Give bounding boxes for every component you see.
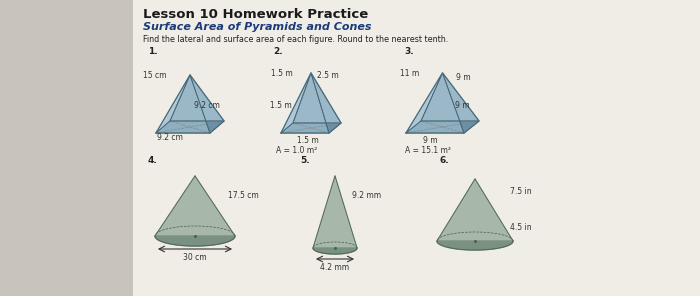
- Text: 17.5 cm: 17.5 cm: [228, 192, 259, 200]
- Text: 1.: 1.: [148, 47, 158, 56]
- Polygon shape: [406, 73, 464, 133]
- Text: 4.2 mm: 4.2 mm: [321, 263, 349, 272]
- Polygon shape: [281, 73, 329, 133]
- Text: 15 cm: 15 cm: [144, 72, 167, 81]
- Polygon shape: [421, 73, 479, 121]
- Text: Surface Area of Pyramids and Cones: Surface Area of Pyramids and Cones: [143, 22, 372, 32]
- Polygon shape: [311, 73, 341, 133]
- Text: 9.2 cm: 9.2 cm: [194, 102, 220, 110]
- Polygon shape: [190, 75, 224, 133]
- Text: 9 m: 9 m: [456, 73, 470, 83]
- Text: A = 15.1 m²: A = 15.1 m²: [405, 146, 451, 155]
- Polygon shape: [156, 75, 210, 133]
- Text: 2.: 2.: [273, 47, 283, 56]
- Text: 2.5 m: 2.5 m: [317, 72, 339, 81]
- Polygon shape: [437, 179, 513, 250]
- Bar: [133, 0, 700, 296]
- Polygon shape: [442, 73, 479, 133]
- Text: 30 cm: 30 cm: [183, 253, 206, 262]
- Polygon shape: [293, 73, 341, 123]
- Polygon shape: [155, 176, 235, 246]
- Text: 5.: 5.: [300, 156, 309, 165]
- Polygon shape: [156, 75, 190, 133]
- Polygon shape: [406, 73, 442, 133]
- Text: 4.: 4.: [148, 156, 158, 165]
- Polygon shape: [313, 248, 357, 254]
- Text: 9 m: 9 m: [423, 136, 438, 145]
- Polygon shape: [170, 75, 224, 121]
- Text: 3.: 3.: [404, 47, 414, 56]
- Polygon shape: [155, 236, 235, 246]
- Text: Find the lateral and surface area of each figure. Round to the nearest tenth.: Find the lateral and surface area of eac…: [143, 35, 448, 44]
- Polygon shape: [437, 241, 513, 250]
- Text: A = 1.0 m²: A = 1.0 m²: [276, 146, 318, 155]
- Text: 1.5 m: 1.5 m: [297, 136, 319, 145]
- Text: 9 m: 9 m: [455, 102, 469, 110]
- Text: 6.: 6.: [440, 156, 449, 165]
- Text: 9.2 cm: 9.2 cm: [157, 133, 183, 142]
- Text: 11 m: 11 m: [400, 70, 419, 78]
- Text: 9.2 mm: 9.2 mm: [352, 192, 381, 200]
- Text: 1.5 m: 1.5 m: [270, 102, 292, 110]
- Text: 1.5 m: 1.5 m: [271, 70, 293, 78]
- Text: Lesson 10 Homework Practice: Lesson 10 Homework Practice: [143, 8, 368, 21]
- Polygon shape: [313, 176, 357, 254]
- Text: 4.5 in: 4.5 in: [510, 223, 531, 232]
- Polygon shape: [281, 73, 311, 133]
- Text: 7.5 in: 7.5 in: [510, 186, 531, 195]
